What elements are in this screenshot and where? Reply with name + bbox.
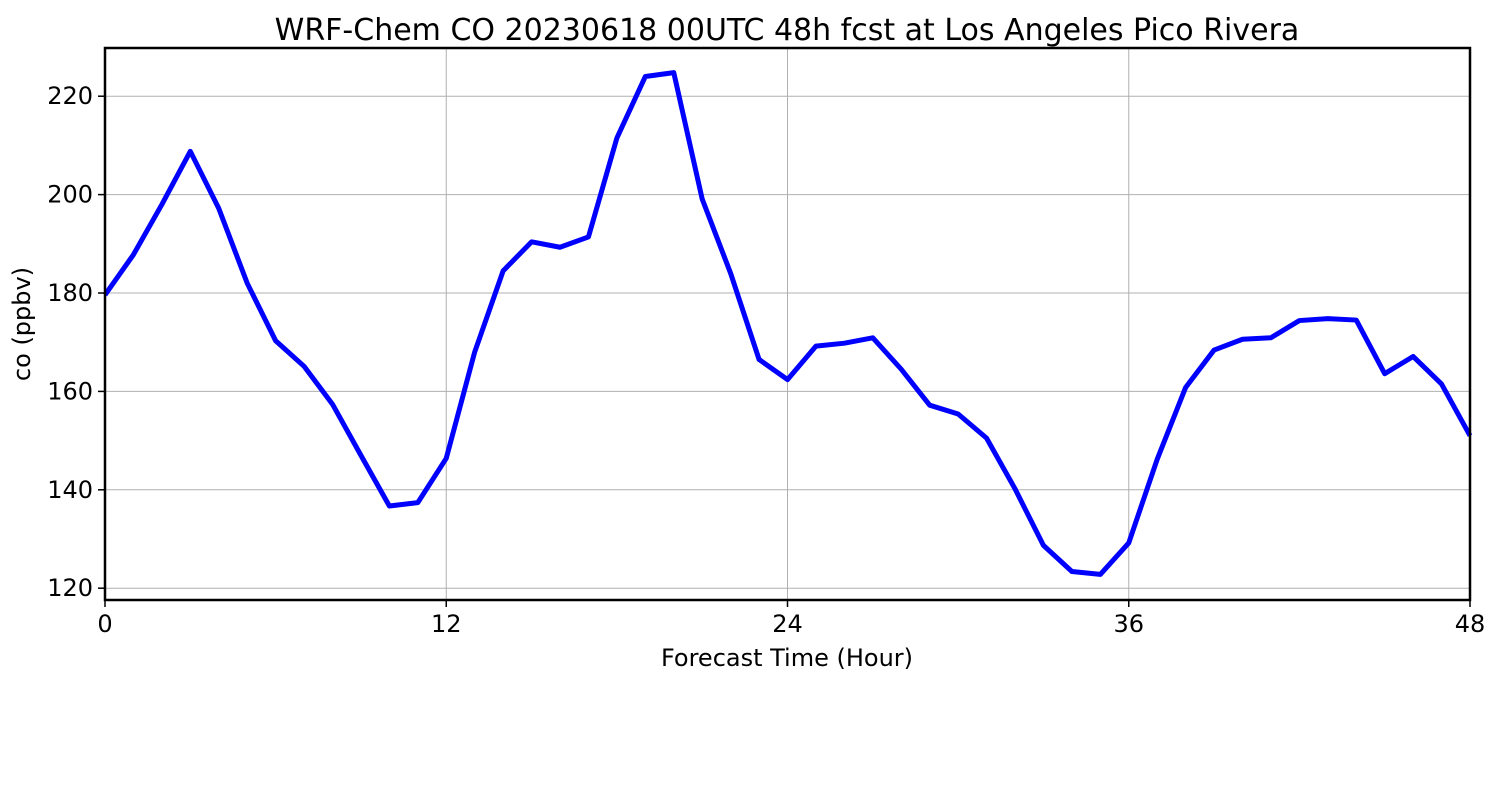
chart-title: WRF-Chem CO 20230618 00UTC 48h fcst at L…: [275, 13, 1300, 48]
x-tick-label: 12: [431, 610, 462, 638]
y-tick-label: 180: [47, 279, 93, 307]
axis-ticks: 0 12 24 36 48 120 140 160 180 200 220: [47, 82, 1485, 638]
y-axis-title: co (ppbv): [8, 267, 36, 381]
y-tick-label: 220: [47, 82, 93, 110]
x-tick-label: 24: [772, 610, 803, 638]
series-line: [102, 70, 1473, 577]
grid-lines: [104, 48, 1471, 600]
x-tick-label: 36: [1113, 610, 1144, 638]
data-series: [102, 70, 1473, 577]
y-tick-label: 200: [47, 181, 93, 209]
x-axis-title: Forecast Time (Hour): [661, 644, 913, 672]
x-tick-label: 0: [97, 610, 112, 638]
y-tick-label: 120: [47, 574, 93, 602]
y-tick-label: 160: [47, 377, 93, 405]
y-tick-label: 140: [47, 476, 93, 504]
x-tick-label: 48: [1455, 610, 1486, 638]
